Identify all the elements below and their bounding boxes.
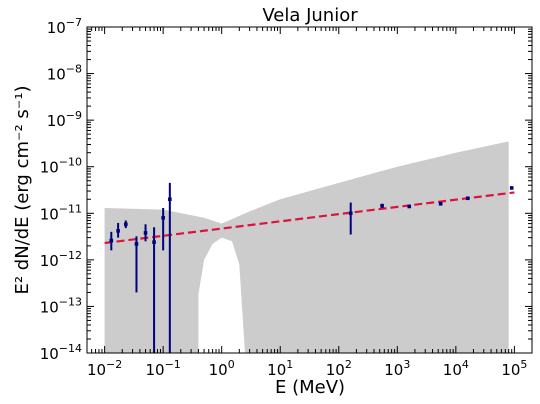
- data-point-1: [116, 229, 120, 233]
- data-point-2: [123, 222, 128, 227]
- y-tick-exponent: −12: [59, 249, 82, 262]
- sensitivity-band: [104, 141, 509, 353]
- x-tick-exponent: 0: [228, 358, 235, 371]
- x-tick-base: 10: [384, 361, 403, 379]
- x-tick-label: 105: [501, 358, 527, 379]
- data-point-8: [348, 211, 353, 216]
- y-tick-base: 10: [40, 205, 59, 223]
- x-tick-base: 10: [209, 361, 228, 379]
- data-point-11: [438, 201, 443, 206]
- y-tick-label: 10−14: [40, 342, 82, 363]
- y-tick-exponent: −11: [59, 202, 82, 215]
- x-axis-label: E (MeV): [275, 377, 345, 398]
- data-point-3: [134, 242, 139, 246]
- data-point-6: [161, 215, 165, 220]
- y-tick-exponent: −14: [59, 342, 82, 355]
- data-point-0: [109, 238, 114, 243]
- y-tick-base: 10: [40, 252, 59, 270]
- x-tick-base: 10: [501, 361, 520, 379]
- y-tick-exponent: −13: [59, 295, 82, 308]
- data-point-5: [152, 240, 156, 244]
- y-axis-label: E² dN/dE (erg cm⁻² s⁻¹): [12, 85, 33, 294]
- x-tick-exponent: 2: [345, 358, 352, 371]
- x-tick-base: 10: [146, 361, 165, 379]
- x-tick-exponent: 5: [520, 358, 527, 371]
- x-tick-label: 102: [326, 358, 352, 379]
- x-tick-exponent: 3: [403, 358, 410, 371]
- x-tick-label: 104: [443, 358, 469, 379]
- y-tick-label: 10−11: [40, 202, 82, 223]
- x-tick-label: 100: [209, 358, 235, 379]
- x-tick-label: 103: [384, 358, 410, 379]
- data-point-10: [407, 204, 412, 209]
- y-tick-base: 10: [40, 345, 59, 363]
- x-tick-exponent: 4: [462, 358, 469, 371]
- y-tick-label: 10−13: [40, 295, 82, 316]
- y-tick-label: 10−8: [47, 63, 82, 84]
- x-tick-base: 10: [267, 361, 286, 379]
- y-tick-label: 10−7: [47, 16, 82, 37]
- x-tick-exponent: −1: [165, 358, 181, 371]
- plot-frame: [86, 26, 533, 354]
- x-tick-exponent: 1: [286, 358, 293, 371]
- fit-line: [104, 191, 515, 245]
- data-point-12: [465, 196, 470, 201]
- data-point-13: [509, 186, 514, 190]
- x-tick-label: 10−1: [146, 358, 181, 379]
- y-tick-label: 10−9: [47, 109, 82, 130]
- y-tick-exponent: −10: [59, 156, 82, 169]
- y-tick-label: 10−10: [40, 156, 82, 177]
- y-tick-base: 10: [47, 112, 66, 130]
- y-tick-base: 10: [47, 66, 66, 84]
- data-point-7: [168, 197, 172, 202]
- x-tick-label: 101: [267, 358, 293, 379]
- data-point-4: [143, 231, 148, 235]
- y-tick-exponent: −7: [66, 16, 82, 29]
- x-tick-base: 10: [87, 361, 106, 379]
- x-tick-label: 10−2: [87, 358, 122, 379]
- y-tick-base: 10: [40, 159, 59, 177]
- y-tick-exponent: −8: [66, 63, 82, 76]
- y-tick-base: 10: [40, 298, 59, 316]
- chart-title: Vela Junior: [262, 5, 358, 26]
- y-tick-label: 10−12: [40, 249, 82, 270]
- x-tick-base: 10: [443, 361, 462, 379]
- data-point-9: [380, 203, 384, 208]
- x-tick-exponent: −2: [106, 358, 122, 371]
- y-tick-exponent: −9: [66, 109, 82, 122]
- x-tick-base: 10: [326, 361, 345, 379]
- sensitivity-gap: [198, 237, 245, 353]
- y-tick-base: 10: [47, 19, 66, 37]
